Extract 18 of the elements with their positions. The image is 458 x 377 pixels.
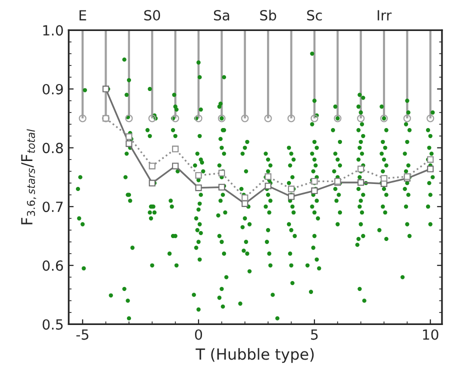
x-tick-label: 5: [311, 330, 318, 340]
annotation: E: [80, 10, 86, 20]
annotation: Sa: [214, 10, 230, 21]
annotation: S0: [144, 10, 160, 21]
x-tick-label: 0: [195, 329, 202, 340]
y-tick-label: 0.7: [42, 202, 63, 212]
y-axis-title: F$_{3.6,stars}$/F$_{total}$: [21, 129, 36, 224]
y-tick-label: 0.5: [42, 319, 63, 330]
x-axis-title: T (Hubble type): [196, 348, 314, 363]
y-tick-label: 0.8: [42, 142, 63, 154]
annotation: Sc: [307, 10, 322, 21]
x-tick-label: 10: [423, 329, 438, 340]
y-tick-label: 0.6: [42, 260, 63, 271]
annotation: Irr: [378, 10, 392, 20]
annotation: Sb: [260, 10, 276, 21]
x-tick-label: -5: [76, 330, 88, 340]
y-tick-label: 0.9: [42, 84, 63, 94]
y-tick-label: 1.0: [43, 25, 63, 36]
